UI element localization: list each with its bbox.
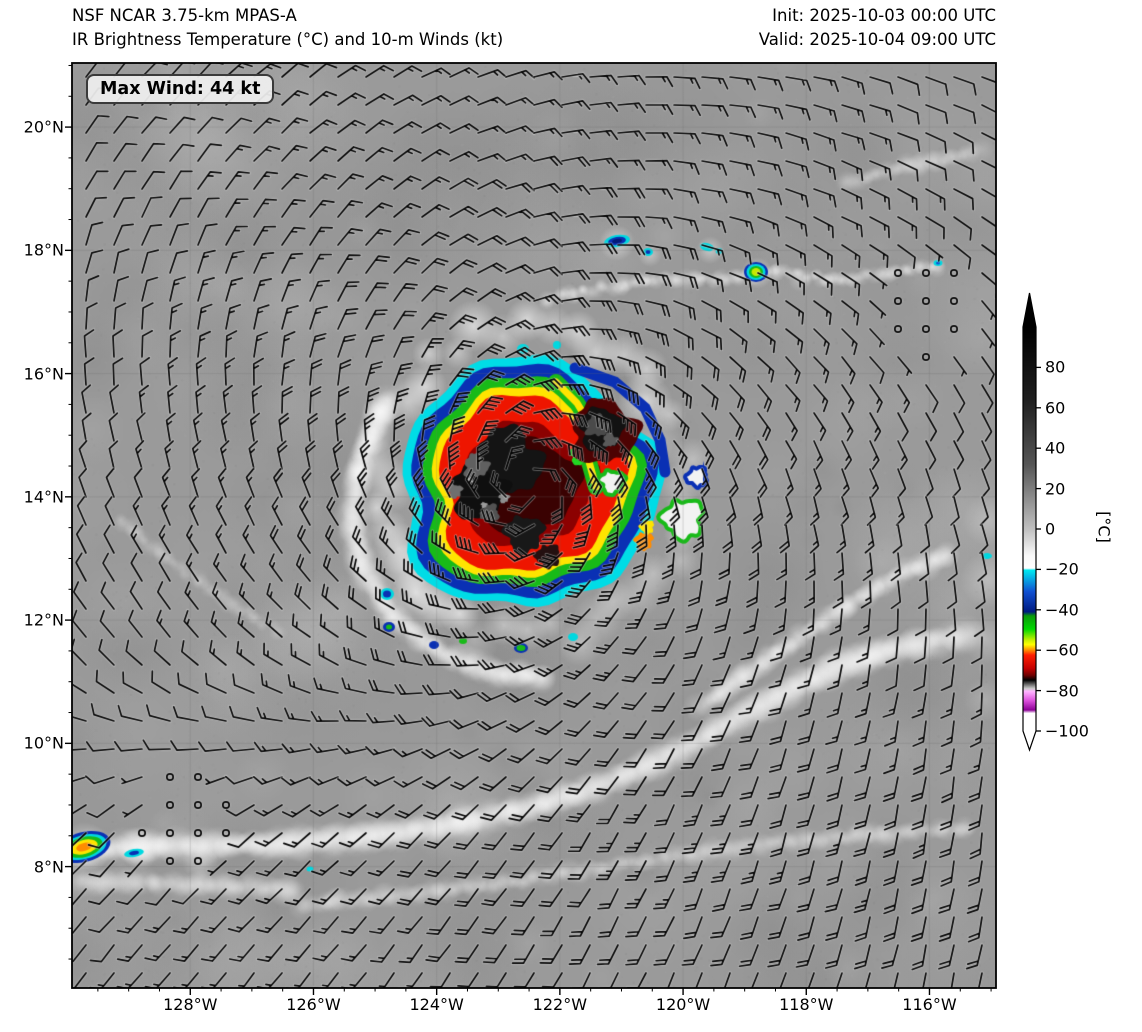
colorbar-tick-label: −20 xyxy=(1045,559,1079,579)
colorbar-extend-min-arrow xyxy=(1023,731,1036,750)
colorbar-tick-label: −80 xyxy=(1045,681,1079,701)
colorbar-extend-max-arrow xyxy=(1023,293,1036,327)
colorbar-tick-label: 40 xyxy=(1045,438,1066,458)
x-tick-label: 122°W xyxy=(532,995,588,1014)
x-tick-label: 124°W xyxy=(409,995,464,1014)
field-title: IR Brightness Temperature (°C) and 10-m … xyxy=(72,30,504,49)
y-tick-label: 20°N xyxy=(23,117,64,137)
colorbar-tick-label: −60 xyxy=(1045,640,1079,660)
y-tick-label: 16°N xyxy=(23,364,64,384)
x-tick-label: 126°W xyxy=(286,995,341,1014)
colorbar-tick-label: −100 xyxy=(1045,721,1089,741)
max-wind-annotation: Max Wind: 44 kt xyxy=(86,74,275,104)
x-tick-label: 116°W xyxy=(902,995,957,1014)
colorbar-tick-label: 60 xyxy=(1045,398,1066,418)
y-tick-label: 10°N xyxy=(23,733,64,753)
x-tick-label: 128°W xyxy=(163,995,218,1014)
colorbar-tick-label: −40 xyxy=(1045,600,1079,620)
colorbar-tick-label: 20 xyxy=(1045,479,1066,499)
x-tick-label: 120°W xyxy=(655,995,711,1014)
colorbar-tick-label: 0 xyxy=(1045,519,1056,539)
y-tick-label: 14°N xyxy=(23,487,64,507)
y-tick-label: 12°N xyxy=(23,610,64,630)
model-title: NSF NCAR 3.75-km MPAS-A xyxy=(72,6,297,25)
map-canvas xyxy=(72,63,996,988)
valid-time-label: Valid: 2025-10-04 09:00 UTC xyxy=(758,30,996,49)
colorbar-unit-label: [°C] xyxy=(1094,511,1114,543)
colorbar-tick-label: 80 xyxy=(1045,357,1066,377)
init-time-label: Init: 2025-10-03 00:00 UTC xyxy=(772,6,996,25)
x-tick-label: 118°W xyxy=(779,995,834,1014)
colorbar xyxy=(1022,292,1041,752)
y-tick-label: 8°N xyxy=(33,857,64,877)
y-tick-label: 18°N xyxy=(23,240,64,260)
